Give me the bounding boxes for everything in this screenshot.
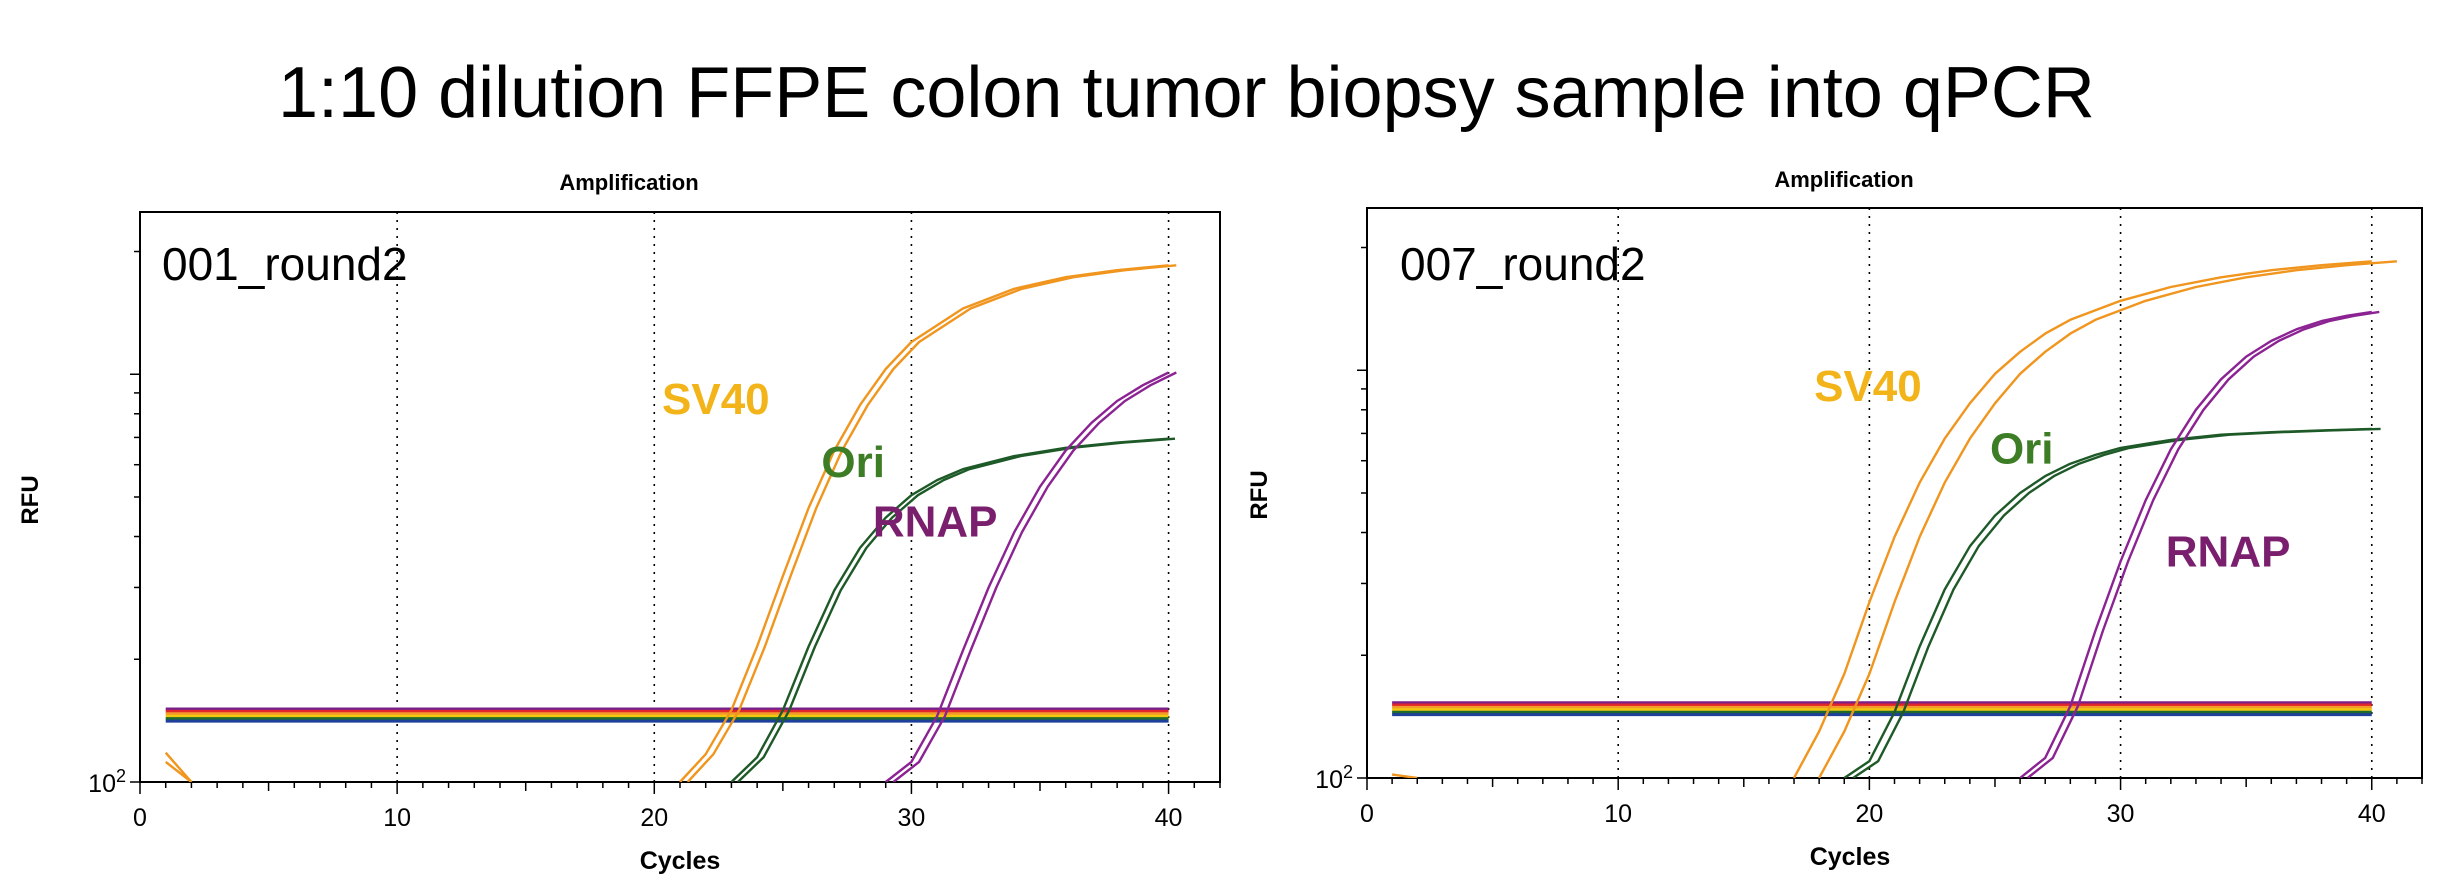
x-tick-label: 40 xyxy=(1155,804,1183,832)
x-tick-label: 30 xyxy=(2107,800,2135,828)
x-tick-label: 30 xyxy=(898,804,926,832)
amplification-chart-007: Amplification RFU Cycles 0 10 20 30 40 102 SV4… xyxy=(1246,167,2423,871)
series-line-rnap xyxy=(2026,310,2380,778)
y-tick-label: 102 xyxy=(88,766,126,798)
chart-title: Amplification xyxy=(1774,167,1913,192)
x-tick-label: 10 xyxy=(383,804,411,832)
series-line-sv40 xyxy=(686,264,1177,782)
plot-frame xyxy=(1366,207,2423,779)
series-line-rnap xyxy=(2019,310,2372,778)
plot-area: 0 10 20 30 40 102 SV40 Ori RNAP xyxy=(88,211,1221,832)
series-label-ori: Ori xyxy=(821,438,885,487)
series-label-sv40: SV40 xyxy=(662,375,770,424)
x-axis-label: Cycles xyxy=(1810,843,1891,871)
series-line-ori xyxy=(737,437,1176,782)
plot-frame xyxy=(139,211,1221,783)
series-line-sv40 xyxy=(164,760,193,782)
y-tick-label: 102 xyxy=(1315,762,1353,794)
series-line-sv40 xyxy=(164,751,193,782)
chart-title: Amplification xyxy=(559,170,698,195)
series-label-ori: Ori xyxy=(1990,425,2054,474)
series-line-ori xyxy=(730,437,1169,782)
series-label-rnap: RNAP xyxy=(2166,528,2291,577)
series-label-rnap: RNAP xyxy=(873,498,998,547)
series-line-sv40 xyxy=(1818,260,2397,778)
panel-label: 007_round2 xyxy=(1400,238,1646,290)
x-tick-label: 20 xyxy=(640,804,668,832)
x-tick-label: 0 xyxy=(1360,800,1374,828)
slide-title: 1:10 dilution FFPE colon tumor biopsy sa… xyxy=(278,53,2095,133)
x-tick-label: 0 xyxy=(133,804,147,832)
x-tick-label: 20 xyxy=(1855,800,1883,828)
x-tick-label: 10 xyxy=(1604,800,1632,828)
series-line-sv40 xyxy=(1792,260,2372,778)
plot-area: 0 10 20 30 40 102 SV40 Ori RNAP xyxy=(1315,207,2423,828)
y-axis-label: RFU xyxy=(17,475,44,524)
series-line-rnap xyxy=(892,371,1177,782)
series-line-sv40 xyxy=(679,264,1169,782)
curves xyxy=(1391,260,2397,778)
x-tick-label: 40 xyxy=(2358,800,2386,828)
series-line-ori xyxy=(1843,427,2372,778)
curves xyxy=(164,264,1177,782)
amplification-chart-001: Amplification RFU Cycles 0 10 20 30 40 102 SV4… xyxy=(17,170,1221,875)
panel-label: 001_round2 xyxy=(162,238,408,290)
y-axis-label: RFU xyxy=(1246,470,1273,519)
series-line-rnap xyxy=(884,371,1170,782)
series-line-ori xyxy=(1852,427,2381,778)
x-axis-label: Cycles xyxy=(640,847,721,875)
series-label-sv40: SV40 xyxy=(1814,362,1922,411)
series-line-sv40 xyxy=(1391,773,1418,778)
